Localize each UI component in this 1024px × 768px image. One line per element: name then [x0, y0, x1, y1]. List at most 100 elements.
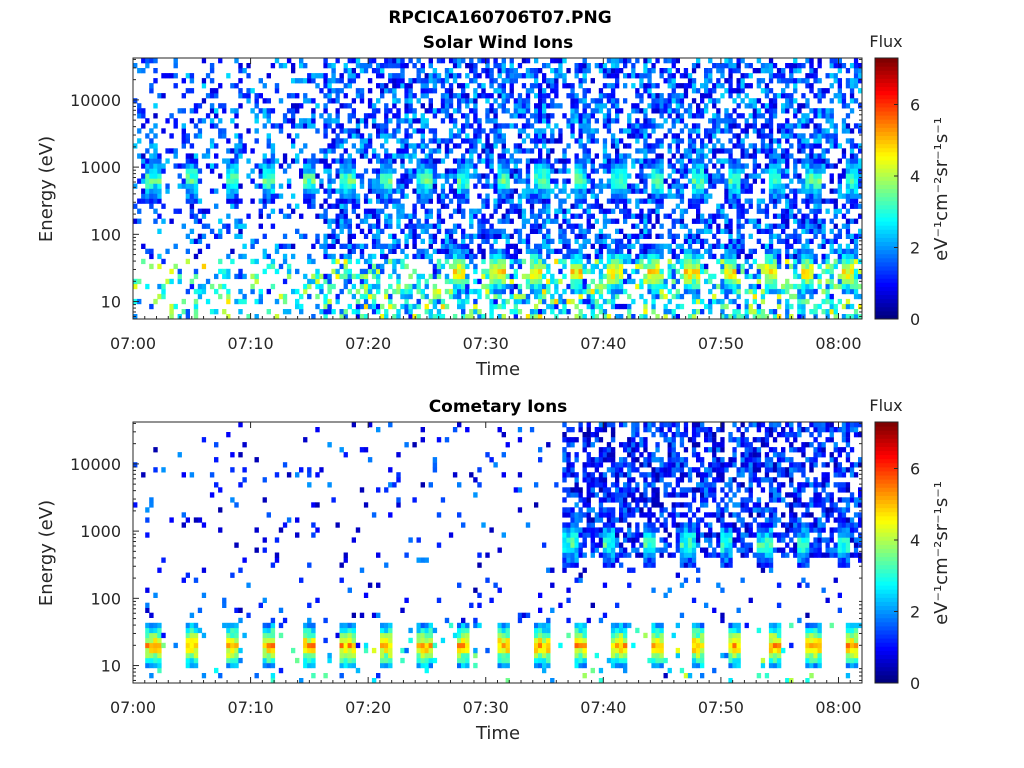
- spectrogram-cell: [615, 253, 620, 260]
- spectrogram-cell: [776, 73, 782, 79]
- spectrogram-cell: [793, 108, 798, 114]
- spectrogram-cell: [574, 158, 579, 164]
- spectrogram-cell: [756, 283, 762, 290]
- spectrogram-cell: [849, 303, 855, 310]
- spectrogram-cell: [736, 223, 741, 229]
- spectrogram-cell: [165, 148, 170, 154]
- spectrogram-cell: [671, 218, 676, 224]
- spectrogram-cell: [635, 233, 640, 239]
- spectrogram-cell: [542, 233, 547, 239]
- spectrogram-cell: [849, 268, 855, 275]
- spectrogram-cell: [440, 298, 446, 305]
- spectrogram-cell: [521, 208, 527, 214]
- spectrogram-cell: [323, 123, 328, 129]
- spectrogram-cell: [448, 133, 454, 139]
- spectrogram-cell: [505, 233, 510, 239]
- spectrogram-cell: [797, 108, 802, 114]
- spectrogram-cell: [764, 103, 770, 109]
- spectrogram-cell: [768, 243, 774, 249]
- spectrogram-cell: [817, 188, 822, 194]
- spectrogram-cell: [311, 98, 316, 104]
- spectrogram-cell: [141, 153, 146, 159]
- spectrogram-cell: [736, 63, 741, 69]
- spectrogram-cell: [424, 208, 429, 214]
- spectrogram-cell: [829, 63, 834, 69]
- spectrogram-cell: [501, 303, 506, 310]
- spectrogram-cell: [477, 208, 482, 214]
- spectrogram-cell: [570, 258, 575, 265]
- spectrogram-cell: [505, 168, 510, 174]
- spectrogram-cell: [388, 163, 393, 169]
- spectrogram-cell: [667, 268, 672, 275]
- spectrogram-cell: [363, 298, 369, 305]
- spectrogram-cell: [683, 273, 689, 280]
- spectrogram-cell: [388, 158, 393, 164]
- spectrogram-cell: [554, 93, 559, 99]
- spectrogram-cell: [623, 58, 628, 64]
- spectrogram-cell: [238, 309, 243, 315]
- spectrogram-cell: [303, 283, 308, 290]
- spectrogram-cell: [801, 188, 806, 194]
- spectrogram-cell: [720, 253, 725, 260]
- spectrogram-cell: [554, 58, 559, 64]
- spectrogram-cell: [363, 138, 369, 144]
- spectrogram-cell: [307, 183, 312, 189]
- spectrogram-cell: [420, 148, 425, 154]
- spectrogram-cell: [388, 258, 393, 265]
- spectrogram-cell: [473, 63, 478, 69]
- spectrogram-cell: [477, 314, 482, 320]
- spectrogram-cell: [732, 298, 737, 305]
- spectrogram-cell: [452, 258, 458, 265]
- spectrogram-cell: [201, 213, 207, 219]
- spectrogram-cell: [525, 123, 531, 129]
- spectrogram-cell: [732, 278, 737, 285]
- spectrogram-cell: [461, 314, 466, 320]
- spectrogram-cell: [201, 58, 207, 64]
- spectrogram-cell: [367, 158, 373, 164]
- spectrogram-cell: [760, 148, 766, 154]
- spectrogram-cell: [177, 268, 182, 275]
- spectrogram-cell: [509, 263, 514, 270]
- spectrogram-cell: [424, 118, 429, 124]
- spectrogram-cell: [793, 228, 798, 234]
- spectrogram-cell: [359, 248, 365, 254]
- spectrogram-cell: [752, 298, 757, 305]
- spectrogram-cell: [262, 113, 267, 119]
- spectrogram-cell: [821, 183, 826, 189]
- spectrogram-cell: [295, 93, 300, 99]
- spectrogram-cell: [615, 188, 620, 194]
- spectrogram-cell: [193, 133, 199, 139]
- spectrogram-cell: [667, 143, 672, 149]
- spectrogram-cell: [351, 78, 356, 84]
- spectrogram-cell: [363, 168, 369, 174]
- spectrogram-cell: [667, 128, 672, 134]
- spectrogram-cell: [558, 63, 563, 69]
- spectrogram-cell: [785, 118, 790, 124]
- spectrogram-cell: [339, 203, 344, 209]
- spectrogram-cell: [161, 93, 166, 99]
- spectrogram-cell: [858, 178, 863, 184]
- spectrogram-cell: [615, 73, 620, 79]
- spectrogram-cell: [347, 288, 352, 295]
- spectrogram-cell: [424, 93, 429, 99]
- spectrogram-cell: [222, 273, 227, 280]
- spectrogram-cell: [805, 268, 810, 275]
- spectrogram-cell: [246, 93, 251, 99]
- spectrogram-cell: [696, 218, 701, 224]
- spectrogram-cell: [619, 263, 624, 270]
- spectrogram-cell: [619, 253, 624, 260]
- spectrogram-cell: [149, 183, 154, 189]
- spectrogram-cell: [655, 293, 660, 300]
- spectrogram-cell: [420, 193, 425, 199]
- spectrogram-cell: [546, 248, 551, 254]
- spectrogram-cell: [339, 183, 344, 189]
- spectrogram-cell: [485, 133, 490, 139]
- spectrogram-cell: [732, 88, 737, 94]
- spectrogram-cell: [185, 309, 190, 315]
- spectrogram-cell: [691, 163, 697, 169]
- spectrogram-cell: [404, 223, 409, 229]
- spectrogram-cell: [380, 73, 385, 79]
- spectrogram-cell: [473, 148, 478, 154]
- spectrogram-cell: [586, 173, 591, 179]
- spectrogram-cell: [525, 183, 531, 189]
